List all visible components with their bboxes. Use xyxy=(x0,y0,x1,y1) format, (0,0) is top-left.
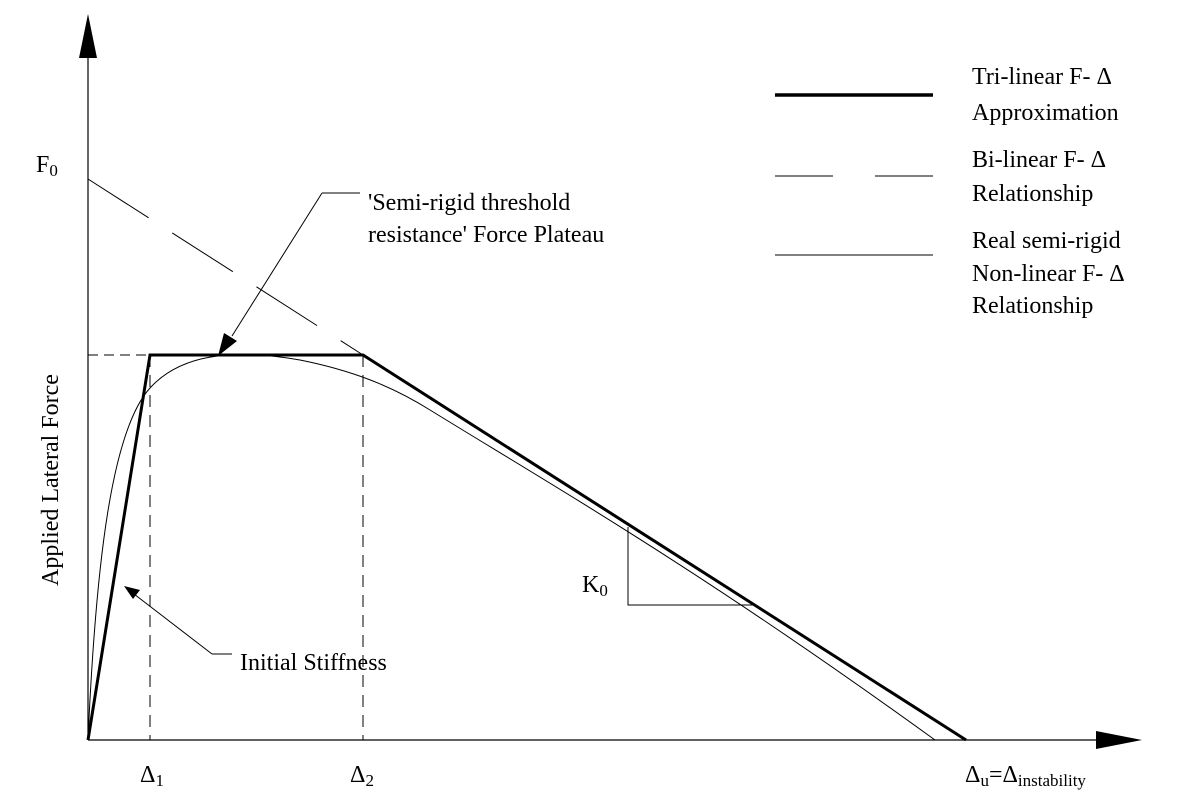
legend-trilinear-line2: Approximation xyxy=(972,100,1119,126)
delta-u-label: Δu=Δinstability xyxy=(965,762,1086,790)
x-axis-arrowhead xyxy=(1096,731,1142,749)
k0-label: K0 xyxy=(582,572,608,600)
trilinear-curve xyxy=(86,353,967,742)
stiffness-leader-diagonal xyxy=(133,593,213,655)
y-axis-label: Applied Lateral Force xyxy=(38,374,64,586)
stiffness-leader-arrowhead xyxy=(124,586,140,599)
y-axis-arrowhead xyxy=(79,14,97,58)
legend-real-line3: Relationship xyxy=(972,293,1093,319)
real-nonlinear-curve xyxy=(87,354,936,741)
bilinear-line xyxy=(87,178,364,356)
f0-label: F0 xyxy=(36,152,58,180)
delta2-label: Δ2 xyxy=(350,762,374,790)
legend: Tri-linear F- Δ Approximation Bi-linear … xyxy=(775,64,1125,319)
initial-stiffness-label: Initial Stiffness xyxy=(240,650,387,676)
legend-trilinear-line1: Tri-linear F- Δ xyxy=(972,64,1112,90)
delta1-label: Δ1 xyxy=(140,762,164,790)
k0-slope-triangle xyxy=(627,527,755,606)
plateau-annotation-line1: 'Semi-rigid threshold xyxy=(368,190,570,216)
legend-real-line2: Non-linear F- Δ xyxy=(972,261,1125,287)
legend-real-line1: Real semi-rigid xyxy=(972,228,1121,254)
plateau-annotation-line2: resistance' Force Plateau xyxy=(368,222,604,248)
legend-bilinear-line1: Bi-linear F- Δ xyxy=(972,147,1106,173)
plateau-leader-arrowhead xyxy=(218,333,237,356)
legend-bilinear-line2: Relationship xyxy=(972,181,1093,207)
plateau-leader-diagonal xyxy=(231,192,323,337)
